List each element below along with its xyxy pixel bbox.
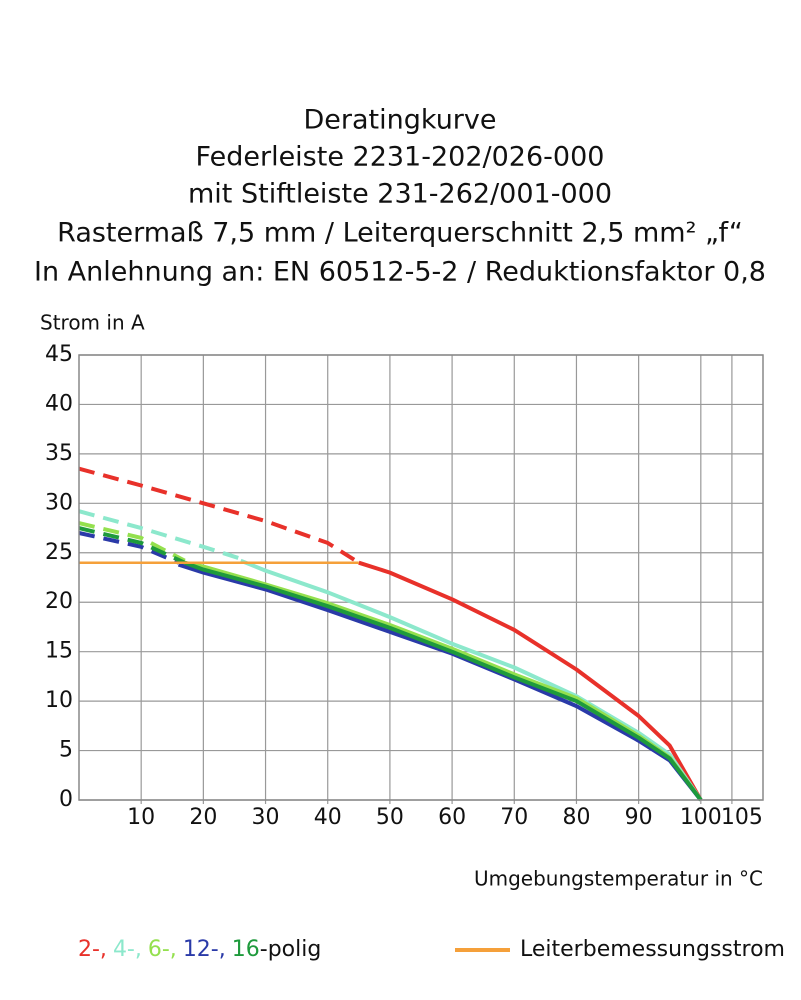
title-line: Rastermaß 7,5 mm / Leiterquerschnitt 2,5… [57, 218, 743, 249]
legend-suffix: -polig [260, 937, 322, 962]
legend-entry: 16 [232, 937, 260, 962]
y-tick-label: 40 [45, 391, 73, 416]
legend-entry: 4-, [113, 937, 142, 962]
line [184, 560, 703, 802]
legend-entry: 2-, [78, 937, 107, 962]
y-tick-label: 35 [45, 441, 73, 466]
line [358, 560, 703, 801]
plot-frame [78, 354, 764, 801]
legend-label: Leiterbemessungsstrom [520, 937, 785, 962]
y-tick-label: 45 [45, 342, 73, 367]
y-tick-label: 20 [45, 589, 73, 614]
x-tick-label: 20 [189, 805, 217, 830]
x-tick-label: 40 [314, 805, 342, 830]
y-tick-label: 30 [45, 490, 73, 515]
legend: 2-, 4-, 6-, 12-, 16-polig [78, 937, 321, 962]
title-line: mit Stiftleiste 231-262/001-000 [188, 179, 612, 210]
x-tick-label: 105 [721, 805, 763, 830]
title-line: In Anlehnung an: EN 60512-5-2 / Reduktio… [34, 257, 766, 288]
x-tick-label: 70 [500, 805, 528, 830]
line [239, 558, 703, 802]
line [177, 562, 703, 802]
legend-entry: 12-, [183, 937, 226, 962]
dashed-line [78, 531, 180, 565]
y-tick-label: 15 [45, 639, 73, 664]
y-tick-label: 25 [45, 540, 73, 565]
y-axis-label: Strom in A [40, 311, 145, 335]
x-tick-label: 90 [625, 805, 653, 830]
legend-entry: 6-, [148, 937, 177, 962]
dashed-line [78, 526, 186, 565]
line [184, 560, 703, 802]
title-line: Federleiste 2231-202/026-000 [196, 142, 605, 173]
y-tick-label: 0 [59, 787, 73, 812]
x-tick-label: 60 [438, 805, 466, 830]
x-tick-label: 50 [376, 805, 404, 830]
y-tick-label: 10 [45, 688, 73, 713]
dashed-line [78, 521, 186, 563]
title: Deratingkurve Federleiste 2231-202/026-0… [34, 105, 766, 288]
grid [79, 354, 763, 804]
y-tick-label: 5 [59, 738, 73, 763]
x-tick-label: 80 [562, 805, 590, 830]
plot-lines [78, 466, 703, 802]
x-tick-label: 100 [680, 805, 722, 830]
dashed-line [78, 466, 360, 565]
title-line: Deratingkurve [304, 105, 497, 136]
x-axis-label: Umgebungstemperatur in °C [474, 867, 763, 891]
x-tick-label: 30 [252, 805, 280, 830]
dashed-line [78, 509, 242, 561]
x-tick-label: 10 [127, 805, 155, 830]
